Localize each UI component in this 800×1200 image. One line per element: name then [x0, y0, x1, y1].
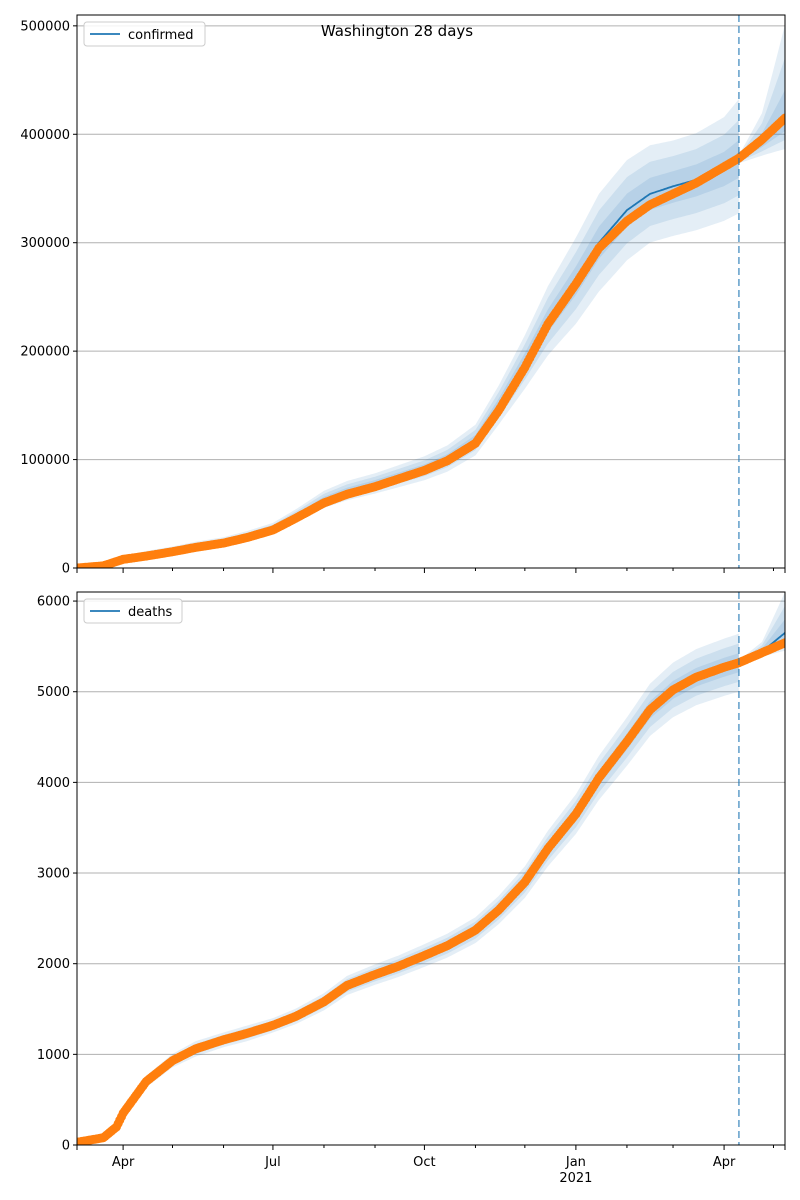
y-tick-label: 4000	[37, 776, 70, 791]
axes-frame	[76, 14, 786, 569]
legend-box	[83, 598, 183, 624]
history-uncertainty-band	[77, 140, 739, 568]
confirmed-panel: 0 100000 200000 300000 400000 500000 confirmed…	[20, 14, 786, 577]
x-tick-label: Apr	[713, 1155, 736, 1170]
x-tick-label: Oct	[413, 1155, 435, 1170]
x-tick-sublabel: 2021	[559, 1171, 592, 1186]
legend: deaths	[83, 598, 183, 624]
y-tick-label: 500000	[20, 19, 70, 34]
y-tick-label: 0	[62, 562, 70, 577]
y-tick-label: 100000	[20, 453, 70, 468]
chart-title: Washington 28 days	[321, 22, 473, 40]
y-tick-label: 200000	[20, 345, 70, 360]
observed-point	[780, 638, 785, 648]
x-tick-label: Jan	[565, 1155, 586, 1170]
y-tick-label: 5000	[37, 685, 70, 700]
plot-area	[77, 24, 785, 568]
x-tick-label: Jul	[264, 1155, 281, 1170]
x-tick-label: Apr	[112, 1155, 135, 1170]
y-tick-label: 0	[62, 1139, 70, 1154]
observed-point	[780, 113, 785, 123]
y-tick-label: 1000	[37, 1048, 70, 1063]
legend-label: deaths	[128, 605, 173, 620]
plot-area	[77, 592, 785, 1145]
deaths-panel: 0 1000 2000 3000 4000 5000 6000 Apr Jul Oct Jan202…	[37, 591, 786, 1186]
legend: confirmed	[83, 21, 206, 47]
legend-box	[83, 21, 206, 47]
forecast-uncertainty-band	[738, 57, 785, 162]
history-uncertainty-band	[77, 633, 739, 1143]
y-tick-label: 3000	[37, 867, 70, 882]
axes-frame	[76, 591, 786, 1146]
legend-label: confirmed	[128, 28, 194, 43]
y-tick-label: 6000	[37, 595, 70, 610]
y-tick-label: 400000	[20, 128, 70, 143]
y-tick-label: 300000	[20, 236, 70, 251]
y-tick-label: 2000	[37, 957, 70, 972]
